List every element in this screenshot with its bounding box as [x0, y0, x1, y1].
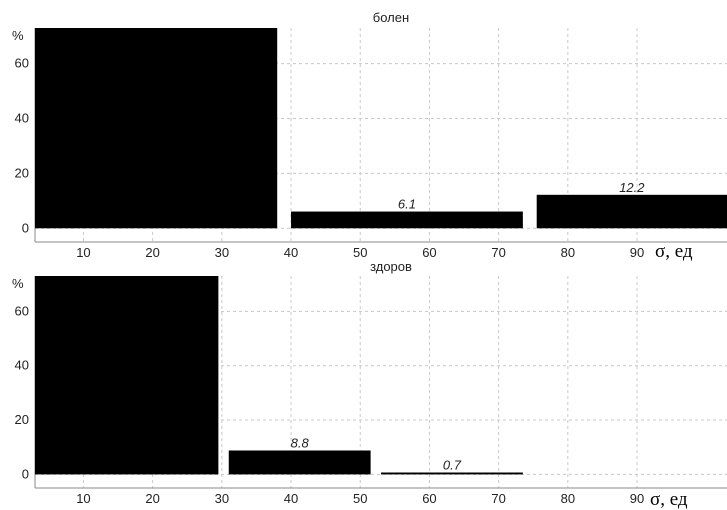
y-tick-label: 20 — [15, 412, 29, 427]
y-tick-label: 60 — [15, 56, 29, 71]
bar-1 — [35, 276, 218, 474]
x-tick-label: 50 — [353, 245, 367, 260]
x-tick-label: 50 — [353, 491, 367, 506]
x-tick-label: 10 — [76, 491, 90, 506]
y-tick-label: 0 — [22, 466, 29, 481]
x-tick-label: 40 — [284, 245, 298, 260]
x-tick-label: 20 — [145, 245, 159, 260]
x-tick-label: 30 — [215, 491, 229, 506]
y-tick-label: 40 — [15, 358, 29, 373]
x-tick-label: 30 — [215, 245, 229, 260]
x-tick-label: 10 — [76, 245, 90, 260]
chart-panel-1: 6.1 12.2 10 20 30 40 50 60 70 80 90 0 20 40 60% болен σ,… — [12, 10, 727, 262]
y-tick-label: 40 — [15, 111, 29, 126]
x-tick-label: 70 — [491, 491, 505, 506]
x-tick-label: 80 — [561, 491, 575, 506]
bar-3 — [537, 195, 727, 228]
bar-data-label: 0.7 — [443, 458, 462, 473]
x-tick-label: 60 — [422, 491, 436, 506]
x-tick-label: 80 — [561, 245, 575, 260]
x-axis-label: σ, ед — [655, 241, 693, 262]
bar-1 — [35, 28, 277, 228]
x-tick-label: 90 — [630, 245, 644, 260]
x-tick-label: 70 — [491, 245, 505, 260]
y-tick-label: 20 — [15, 165, 29, 180]
x-tick-label: 40 — [284, 491, 298, 506]
y-axis-label: % — [12, 276, 24, 291]
x-tick-label: 60 — [422, 245, 436, 260]
chart-title: здоров — [370, 259, 412, 274]
bar-3 — [381, 473, 523, 475]
chart-panel-2: 8.8 0.7 10 20 30 40 50 60 70 80 90 0 20 40 60% здоров σ,… — [12, 259, 727, 510]
bar-data-label: 12.2 — [619, 180, 645, 195]
bar-2 — [291, 212, 523, 229]
bar-data-label: 8.8 — [291, 435, 310, 450]
bar-2 — [229, 450, 371, 474]
bar-data-label: 6.1 — [398, 197, 416, 212]
y-axis-label: % — [12, 28, 24, 43]
x-tick-label: 90 — [630, 491, 644, 506]
y-tick-label: 0 — [22, 220, 29, 235]
y-tick-label: 60 — [15, 303, 29, 318]
chart-title: болен — [373, 10, 409, 25]
x-axis-label: σ, ед — [650, 489, 688, 510]
x-tick-label: 20 — [145, 491, 159, 506]
